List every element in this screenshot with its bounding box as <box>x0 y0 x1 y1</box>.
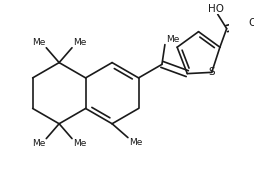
Text: HO: HO <box>208 4 224 14</box>
Text: Me: Me <box>32 140 45 148</box>
Text: Me: Me <box>32 38 45 47</box>
Text: Me: Me <box>73 38 86 47</box>
Text: Me: Me <box>166 35 179 44</box>
Text: Me: Me <box>73 140 86 148</box>
Text: S: S <box>209 67 215 77</box>
Text: O: O <box>248 18 254 28</box>
Text: Me: Me <box>129 138 142 148</box>
